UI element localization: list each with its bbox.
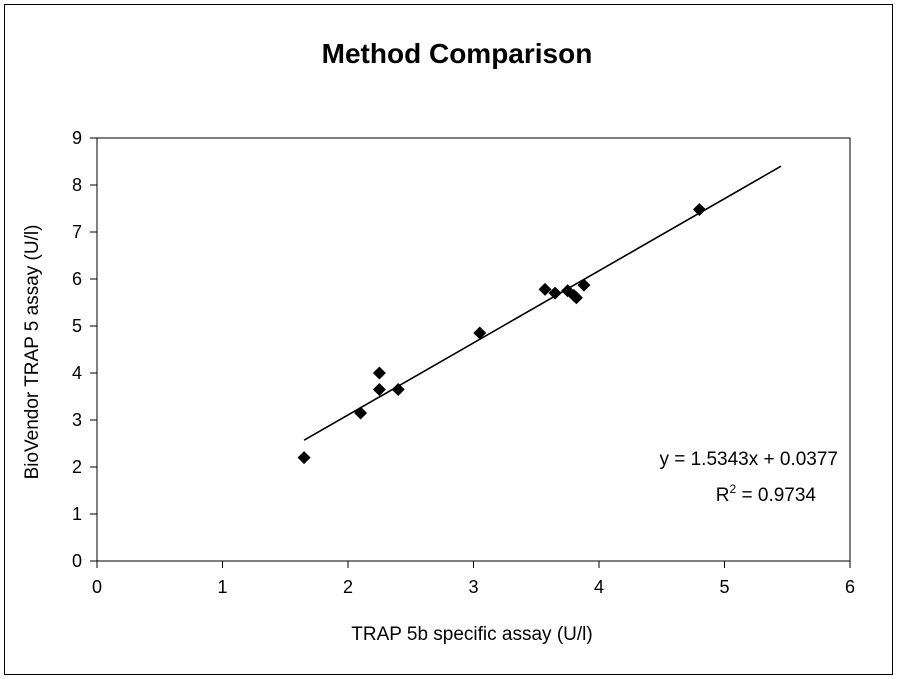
data-point	[297, 451, 311, 465]
chart-frame	[4, 4, 893, 675]
y-tick-label: 0	[72, 551, 82, 571]
x-tick-label: 6	[845, 577, 855, 597]
x-tick-label: 4	[594, 577, 604, 597]
y-tick-label: 5	[72, 316, 82, 336]
y-tick-label: 7	[72, 222, 82, 242]
data-point	[354, 406, 368, 420]
r-squared-value: = 0.9734	[736, 485, 816, 506]
data-point	[692, 202, 706, 216]
y-tick-label: 8	[72, 175, 82, 195]
data-point	[548, 286, 562, 300]
x-tick-label: 2	[343, 577, 353, 597]
x-tick-label: 0	[92, 577, 102, 597]
y-tick-label: 4	[72, 363, 82, 383]
r-squared-label: R2 = 0.9734	[716, 482, 817, 506]
data-point	[577, 278, 591, 292]
y-tick-label: 6	[72, 269, 82, 289]
x-tick-label: 3	[468, 577, 478, 597]
y-tick-label: 2	[72, 457, 82, 477]
y-tick-label: 1	[72, 504, 82, 524]
y-axis-label: BioVendor TRAP 5 assay (U/l)	[22, 225, 43, 480]
y-tick-label: 9	[72, 128, 82, 148]
r-squared-exponent: 2	[730, 482, 737, 496]
chart-title: Method Comparison	[322, 38, 593, 69]
y-axis-ticks: 0 1 2 3 4 5 6 7 8 9	[72, 128, 97, 571]
data-points	[297, 202, 706, 465]
data-point	[372, 366, 386, 380]
x-axis-ticks: 0 1 2 3 4 5 6	[92, 561, 855, 597]
data-point	[391, 382, 405, 396]
x-tick-label: 1	[217, 577, 227, 597]
r-squared-prefix: R	[716, 485, 730, 506]
trendline	[303, 165, 782, 441]
x-axis-label: TRAP 5b specific assay (U/l)	[351, 624, 592, 645]
x-tick-label: 5	[719, 577, 729, 597]
trendline-equation: y = 1.5343x + 0.0377	[659, 449, 838, 470]
data-point	[538, 282, 552, 296]
y-tick-label: 3	[72, 410, 82, 430]
data-point	[473, 326, 487, 340]
data-point	[569, 291, 583, 305]
data-point	[372, 382, 386, 396]
